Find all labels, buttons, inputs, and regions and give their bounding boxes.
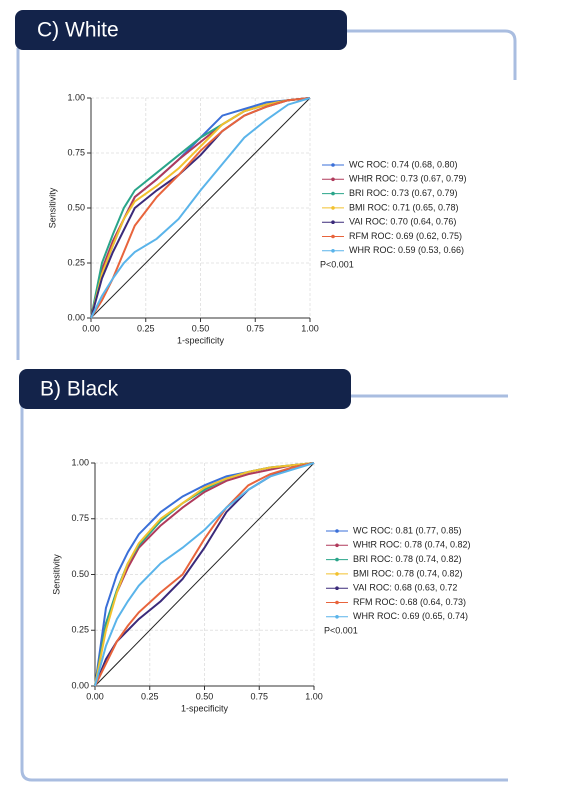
y-axis-label: Sensitivity [47,187,57,228]
roc-curve [94,462,315,687]
roc-curve [94,462,315,687]
y-axis-label: Sensitivity [51,554,61,595]
legend-marker [331,191,335,196]
y-tick-label: 1.00 [67,92,85,102]
y-tick-label: 0.00 [67,312,85,322]
legend-marker [335,529,339,533]
legend-label: WC ROC: 0.74 (0.68, 0.80) [349,159,458,169]
legend-marker [331,163,335,167]
legend-label: RFM ROC: 0.69 (0.62, 0.75) [349,231,462,241]
reference-diagonal [90,97,311,319]
legend-label: BMI ROC: 0.71 (0.65, 0.78) [349,202,459,212]
panel-frame [20,405,508,782]
reference-diagonal [94,462,315,687]
roc-curve [90,97,311,319]
legend-marker [331,220,335,224]
roc-curve [94,462,315,687]
x-tick-label: 0.50 [196,691,214,701]
legend-marker [331,177,335,182]
legend-marker [331,206,335,210]
y-tick-label: 0.50 [71,569,89,579]
y-tick-label: 0.75 [71,513,89,523]
x-tick-label: 1.00 [301,323,319,333]
legend-label: WHR ROC: 0.59 (0.53, 0.66) [349,245,464,255]
panel-header [15,10,347,50]
panel-title: B) Black [40,378,119,401]
legend-marker [331,249,335,253]
legend-label: WHtR ROC: 0.78 (0.74, 0.82) [353,540,471,550]
legend-label: WHR ROC: 0.69 (0.65, 0.74) [353,611,468,621]
y-tick-label: 0.25 [71,625,89,635]
legend-marker [335,543,339,548]
legend-marker [335,586,339,590]
legend-label: VAI ROC: 0.70 (0.64, 0.76) [349,217,456,227]
x-axis-label: 1-specificity [177,335,225,345]
roc-curve [90,97,311,319]
x-tick-label: 0.25 [141,691,159,701]
x-axis-label: 1-specificity [181,703,229,713]
annotation: P<0.001 [320,259,354,269]
y-tick-label: 0.50 [67,202,85,212]
legend-label: RFM ROC: 0.68 (0.64, 0.73) [353,597,466,607]
legend-marker [335,572,339,576]
x-tick-label: 0.00 [82,323,100,333]
panel-header [19,369,351,409]
legend-label: WHtR ROC: 0.73 (0.67, 0.79) [349,174,467,184]
y-tick-label: 0.25 [67,257,85,267]
annotation: P<0.001 [324,625,358,635]
legend-marker [335,557,339,562]
panel-title: C) White [37,19,119,42]
x-tick-label: 1.00 [305,691,323,701]
legend-label: BRI ROC: 0.78 (0.74, 0.82) [353,554,462,564]
legend-marker [335,615,339,619]
legend-marker [335,600,339,605]
legend-marker [331,234,335,239]
x-tick-label: 0.75 [250,691,268,701]
legend-label: BMI ROC: 0.78 (0.74, 0.82) [353,568,463,578]
panel-frame [340,29,517,80]
legend-label: VAI ROC: 0.68 (0.63, 0.72 [353,583,457,593]
y-tick-label: 0.75 [67,147,85,157]
y-tick-label: 0.00 [71,680,89,690]
x-tick-label: 0.25 [137,323,155,333]
legend-label: WC ROC: 0.81 (0.77, 0.85) [353,525,462,535]
y-tick-label: 1.00 [71,457,89,467]
x-tick-label: 0.50 [192,323,210,333]
legend-label: BRI ROC: 0.73 (0.67, 0.79) [349,188,458,198]
x-tick-label: 0.00 [86,691,104,701]
x-tick-label: 0.75 [246,323,264,333]
